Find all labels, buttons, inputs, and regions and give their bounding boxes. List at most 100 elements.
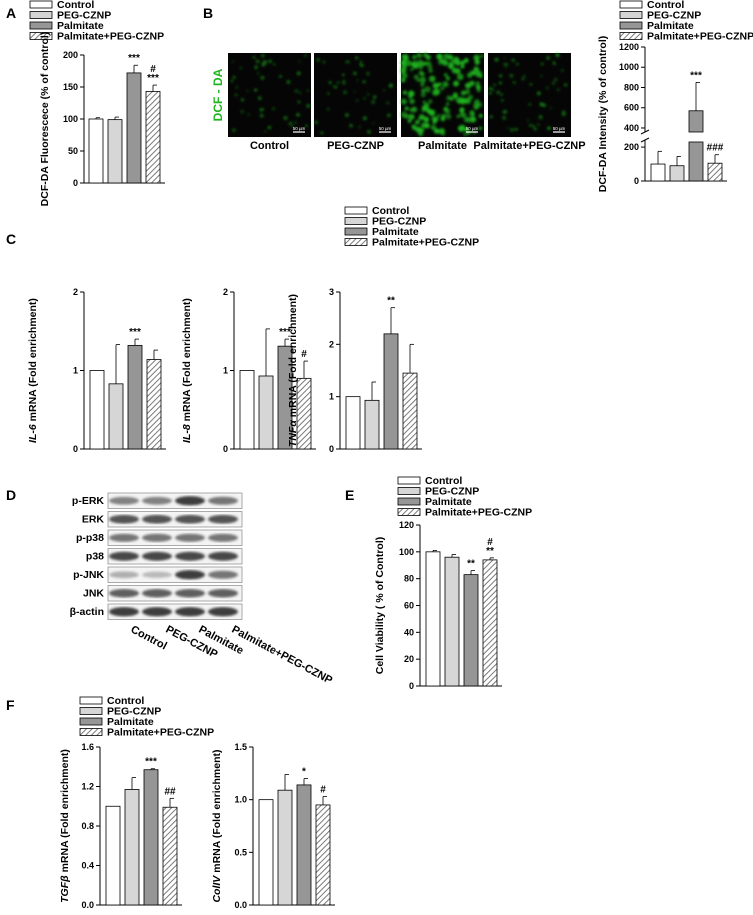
cell-dot <box>373 95 377 99</box>
cell-dot <box>294 89 298 93</box>
y-tick-label: 120 <box>399 520 414 530</box>
cell-dot <box>475 70 483 78</box>
cell-dot <box>434 128 440 134</box>
y-tick-label: 400 <box>624 123 639 133</box>
cell-dot <box>240 109 245 114</box>
significance-label: ** <box>486 546 494 557</box>
cell-dot <box>473 54 480 61</box>
blot-row: p38 <box>86 548 243 565</box>
panel-label-f: F <box>6 697 15 713</box>
cell-dot <box>506 126 509 129</box>
cell-dot <box>546 86 549 90</box>
cell-dot <box>552 61 555 64</box>
cell-dot <box>556 88 560 92</box>
cell-dot <box>334 85 338 89</box>
y-axis-title-gene: ColIV <box>211 875 223 903</box>
cell-dot <box>388 83 394 88</box>
cell-dot <box>418 70 424 76</box>
cell-dot <box>442 81 449 88</box>
bar-chart-f2: 0.0 0.5 1.0 1.5 * # ColIV mRNA (Fold enrichmen… <box>211 742 335 910</box>
cell-dot <box>463 58 469 63</box>
y-tick-label: 0.5 <box>234 847 247 857</box>
blot-band <box>175 551 205 561</box>
y-tick-label: 800 <box>624 82 639 92</box>
y-tick-label: 600 <box>624 103 639 113</box>
microscopy-panel: DCF - DA 50 µm Control 50 µm PEG-CZNP 50 µm P… <box>211 52 586 152</box>
y-tick-label: 1.2 <box>81 782 94 792</box>
y-tick-label: 0.0 <box>234 900 247 910</box>
cell-dot <box>401 72 408 79</box>
cell-dot <box>421 88 426 93</box>
cell-dot <box>474 99 481 106</box>
blot-row-label: β-actin <box>70 606 104 618</box>
y-tick-label: 1000 <box>619 62 639 72</box>
bar <box>688 141 704 182</box>
cell-dot <box>240 98 245 102</box>
legend-panel-f: ControlPEG-CZNPPalmitatePalmitate+PEG-CZ… <box>79 695 214 739</box>
y-tick-label: 100 <box>63 114 78 124</box>
blot-bands <box>109 551 238 561</box>
image-label: PEG-CZNP <box>327 140 384 152</box>
significance-label: *** <box>128 53 140 64</box>
cell-dot <box>546 56 550 60</box>
blot-band <box>175 514 205 524</box>
y-tick-label: 2 <box>329 339 334 349</box>
cell-dot <box>246 89 249 93</box>
cell-dot <box>441 132 445 136</box>
y-axis-title-rest: mRNA (Fold enrichment) <box>27 298 39 424</box>
cell-dot <box>353 71 357 76</box>
blot-row: β-actin <box>70 603 243 620</box>
legend-swatch <box>344 227 368 236</box>
y-axis-title: TNFα mRNA (Fold enrichment) <box>287 294 299 447</box>
cell-dot <box>502 116 505 119</box>
y-tick-label: 40 <box>404 627 414 637</box>
panel-label-e: E <box>345 487 354 503</box>
cell-dot <box>460 61 465 65</box>
legend-swatch <box>29 21 53 30</box>
cell-dot <box>286 79 291 85</box>
cell-dot <box>474 105 479 110</box>
cell-dot <box>231 127 237 133</box>
y-tick-label: 200 <box>63 50 78 60</box>
cell-dot <box>533 127 537 131</box>
cell-dot <box>416 78 420 82</box>
stain-label: DCF - DA <box>211 68 225 121</box>
cell-dot <box>476 88 481 93</box>
cell-dot <box>411 124 416 129</box>
legend-swatch <box>397 487 421 495</box>
legend-label: Palmitate <box>372 226 419 238</box>
blot-band <box>109 514 139 524</box>
significance-label: ## <box>164 786 176 797</box>
cell-dot <box>359 63 363 67</box>
legend-label: Control <box>57 0 94 11</box>
cell-dot <box>342 90 348 95</box>
bar <box>89 370 105 450</box>
cell-dot <box>400 78 406 83</box>
cell-dot <box>336 81 340 84</box>
cell-dot <box>553 77 558 82</box>
y-tick-label: 0.4 <box>81 861 94 871</box>
cell-dot <box>420 92 426 98</box>
cell-dot <box>465 89 471 95</box>
significance-label: # <box>487 537 493 548</box>
blot-band <box>208 607 238 617</box>
cell-dot <box>426 108 432 114</box>
cell-dot <box>341 80 346 85</box>
bar-chart-c1: 0 1 2 *** IL-6 mRNA (Fold enrichment) <box>27 287 166 454</box>
cell-dot <box>235 86 238 89</box>
cell-dot <box>273 62 276 66</box>
cell-dot <box>407 119 412 123</box>
bar <box>296 784 312 906</box>
cell-dot <box>363 97 366 100</box>
significance-label: *** <box>145 757 157 768</box>
image-label: Control <box>250 140 289 152</box>
cell-dot <box>456 114 461 119</box>
blot-band <box>175 496 205 506</box>
panel-label-d: D <box>6 487 16 503</box>
cell-dot <box>453 56 460 63</box>
cell-dot <box>320 131 324 135</box>
legend-swatch <box>619 32 643 40</box>
bar <box>444 556 460 687</box>
legend-label: PEG-CZNP <box>372 216 426 228</box>
